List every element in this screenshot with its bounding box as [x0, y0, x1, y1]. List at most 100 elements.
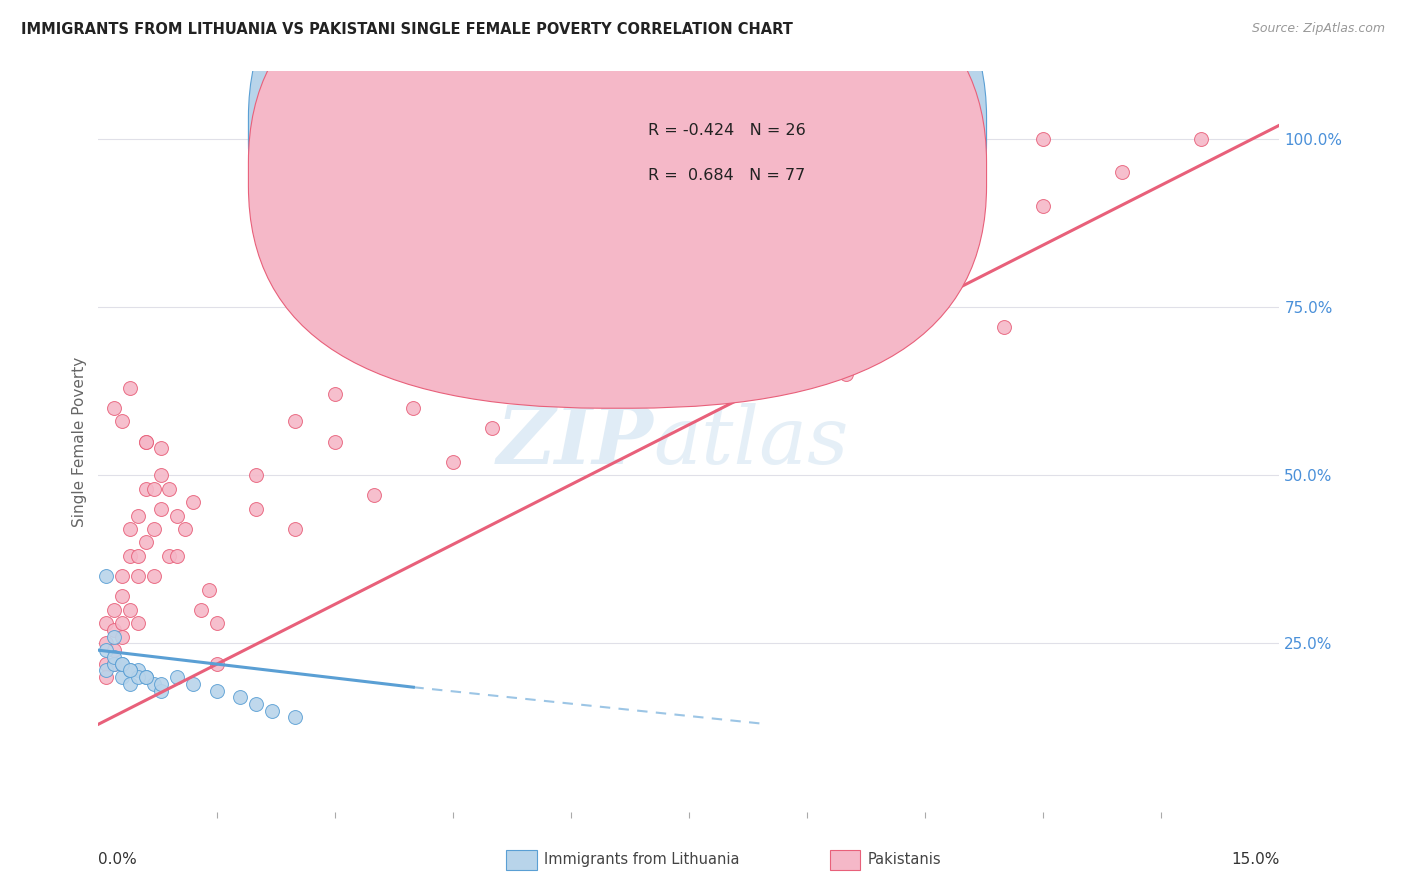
Point — [166, 508, 188, 523]
Point — [103, 603, 125, 617]
Text: Pakistanis: Pakistanis — [868, 853, 941, 867]
Point — [245, 468, 267, 483]
Point — [111, 616, 134, 631]
Point — [96, 670, 118, 684]
Point — [135, 434, 157, 449]
Point — [599, 347, 621, 361]
Point — [150, 468, 173, 483]
Point — [127, 569, 149, 583]
Point — [96, 569, 118, 583]
Text: ZIP: ZIP — [496, 403, 654, 480]
Point — [111, 414, 134, 428]
Point — [1111, 165, 1133, 179]
FancyBboxPatch shape — [576, 94, 907, 212]
Point — [150, 442, 173, 456]
Point — [135, 535, 157, 549]
Point — [142, 569, 165, 583]
Point — [796, 334, 818, 348]
Point — [174, 522, 197, 536]
Point — [560, 266, 582, 280]
Point — [481, 421, 503, 435]
Point — [717, 212, 740, 227]
Point — [323, 387, 346, 401]
Point — [111, 630, 134, 644]
Point — [229, 690, 252, 705]
Point — [127, 508, 149, 523]
Point — [111, 590, 134, 604]
Point — [190, 603, 212, 617]
Point — [111, 670, 134, 684]
Point — [402, 334, 425, 348]
Point — [363, 488, 385, 502]
Point — [142, 522, 165, 536]
Point — [103, 401, 125, 415]
Point — [157, 549, 180, 563]
Text: Source: ZipAtlas.com: Source: ZipAtlas.com — [1251, 22, 1385, 36]
Point — [150, 683, 173, 698]
Text: 15.0%: 15.0% — [1232, 853, 1279, 867]
Point — [150, 677, 173, 691]
Point — [638, 233, 661, 247]
Text: Immigrants from Lithuania: Immigrants from Lithuania — [544, 853, 740, 867]
Text: R =  0.684   N = 77: R = 0.684 N = 77 — [648, 168, 804, 183]
Point — [835, 368, 858, 382]
Point — [135, 670, 157, 684]
Point — [127, 664, 149, 678]
Point — [111, 657, 134, 671]
Point — [118, 522, 141, 536]
Point — [127, 549, 149, 563]
Point — [135, 670, 157, 684]
Point — [111, 569, 134, 583]
Point — [875, 165, 897, 179]
Point — [1032, 131, 1054, 145]
Point — [481, 300, 503, 314]
Point — [284, 414, 307, 428]
Point — [953, 131, 976, 145]
Point — [118, 664, 141, 678]
Point — [103, 643, 125, 657]
FancyBboxPatch shape — [249, 0, 987, 409]
Point — [150, 501, 173, 516]
Point — [166, 670, 188, 684]
Point — [103, 657, 125, 671]
Point — [993, 320, 1015, 334]
Point — [717, 279, 740, 293]
Point — [157, 482, 180, 496]
Point — [96, 616, 118, 631]
Text: atlas: atlas — [654, 403, 849, 480]
Point — [205, 616, 228, 631]
Point — [127, 616, 149, 631]
Point — [245, 697, 267, 711]
Point — [953, 212, 976, 227]
Point — [166, 549, 188, 563]
Text: IMMIGRANTS FROM LITHUANIA VS PAKISTANI SINGLE FEMALE POVERTY CORRELATION CHART: IMMIGRANTS FROM LITHUANIA VS PAKISTANI S… — [21, 22, 793, 37]
Point — [914, 233, 936, 247]
Point — [875, 252, 897, 267]
Point — [135, 482, 157, 496]
Point — [96, 636, 118, 650]
Point — [118, 549, 141, 563]
Point — [402, 401, 425, 415]
Point — [96, 664, 118, 678]
Point — [181, 677, 204, 691]
Point — [1189, 131, 1212, 145]
FancyBboxPatch shape — [249, 0, 987, 364]
Point — [205, 683, 228, 698]
Point — [678, 300, 700, 314]
Point — [245, 501, 267, 516]
Point — [127, 670, 149, 684]
Point — [323, 434, 346, 449]
Point — [560, 368, 582, 382]
Point — [441, 455, 464, 469]
Point — [96, 657, 118, 671]
Point — [118, 381, 141, 395]
Point — [796, 186, 818, 200]
Point — [96, 643, 118, 657]
Point — [118, 664, 141, 678]
Point — [284, 522, 307, 536]
Point — [1032, 199, 1054, 213]
Point — [103, 630, 125, 644]
Point — [197, 582, 219, 597]
Point — [118, 603, 141, 617]
Text: 0.0%: 0.0% — [98, 853, 138, 867]
